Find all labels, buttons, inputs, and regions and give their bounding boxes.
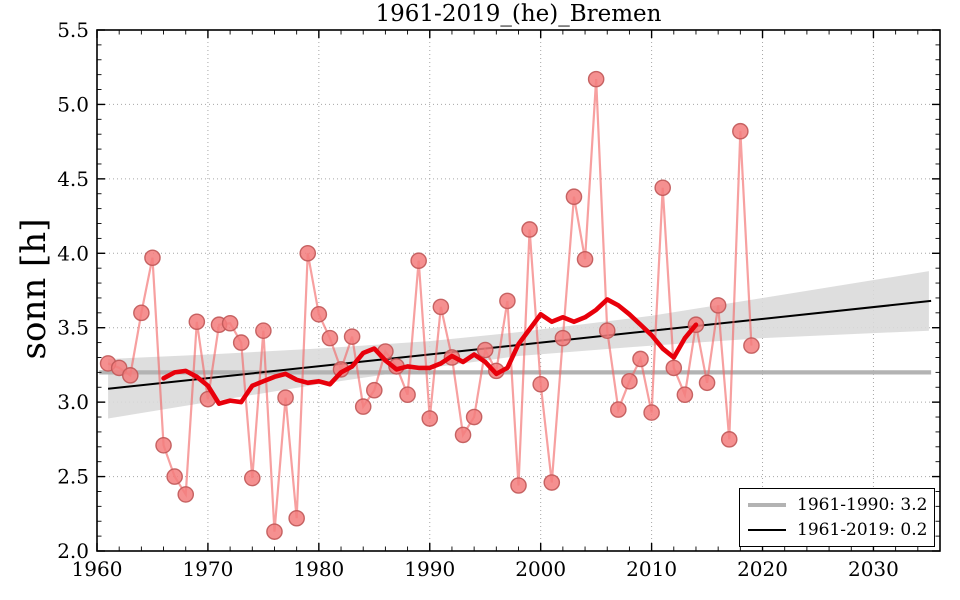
data-point-marker	[698, 374, 716, 392]
y-tick-label: 3.0	[57, 390, 89, 414]
data-point-marker	[543, 474, 561, 491]
y-tick-label: 5.5	[57, 18, 89, 42]
data-point-marker	[654, 179, 671, 197]
legend-entry-trend: 1961-2019: 0.2	[748, 517, 928, 542]
data-point-marker	[221, 314, 239, 332]
x-tick-label: 1970	[182, 557, 233, 581]
data-point-marker	[532, 375, 549, 393]
data-point-marker	[476, 341, 494, 359]
data-point-marker	[299, 244, 317, 262]
trend-line-swatch	[748, 528, 786, 531]
data-point-marker	[343, 328, 361, 345]
data-point-marker	[133, 304, 150, 322]
data-point-marker	[576, 250, 594, 268]
legend-label-trend: 1961-2019: 0.2	[797, 519, 928, 540]
smoothed-line	[161, 297, 699, 406]
data-point-marker	[454, 426, 472, 444]
chart-title: 1961-2019_(he)_Bremen	[375, 1, 662, 27]
legend-box: 1961-1990: 3.2 1961-2019: 0.2	[739, 488, 935, 547]
legend-entry-mean: 1961-1990: 3.2	[748, 492, 928, 517]
x-tick-label: 2020	[737, 557, 788, 581]
data-point-marker	[643, 404, 660, 421]
data-point-marker	[587, 70, 605, 88]
data-point-marker	[366, 381, 383, 399]
data-point-marker	[499, 292, 516, 310]
data-point-marker	[188, 313, 206, 331]
x-tick-label: 1960	[72, 557, 123, 581]
legend-label-mean: 1961-1990: 3.2	[797, 494, 928, 515]
x-tick-label: 1990	[404, 557, 455, 581]
data-point-marker	[321, 329, 339, 347]
x-tick-label: 2010	[626, 557, 677, 581]
y-tick-label: 2.0	[57, 539, 89, 563]
data-point-marker	[121, 367, 139, 384]
data-point-marker	[720, 431, 738, 448]
data-point-marker	[598, 322, 616, 339]
data-point-marker	[565, 188, 583, 206]
data-point-marker	[465, 408, 483, 426]
data-point-marker	[354, 398, 372, 415]
data-point-marker	[632, 350, 649, 368]
data-point-marker	[732, 122, 749, 140]
y-tick-label: 3.5	[57, 316, 89, 340]
y-tick-label: 5.0	[57, 92, 89, 116]
data-point-marker	[621, 373, 638, 390]
data-point-marker	[243, 469, 261, 487]
mean-line-swatch	[748, 502, 786, 507]
data-point-marker	[743, 337, 760, 354]
data-point-marker	[177, 486, 195, 503]
data-point-marker	[521, 221, 538, 238]
x-tick-label: 1980	[293, 557, 344, 581]
data-point-marker	[266, 523, 283, 540]
y-axis-label: sonn [h]	[14, 218, 54, 360]
y-tick-label: 4.5	[57, 167, 89, 191]
data-point-marker	[232, 334, 250, 351]
data-point-marker	[510, 477, 527, 494]
annual-series-line	[107, 79, 753, 532]
data-point-marker	[144, 249, 161, 267]
data-point-marker	[665, 359, 683, 377]
data-point-marker	[709, 297, 727, 314]
data-point-marker	[166, 468, 183, 485]
data-point-marker	[432, 298, 450, 316]
data-point-marker	[610, 401, 627, 418]
data-point-marker	[410, 252, 427, 270]
data-point-marker	[676, 386, 694, 404]
x-tick-label: 2030	[848, 557, 899, 581]
data-point-marker	[288, 509, 305, 527]
y-tick-label: 4.0	[57, 241, 89, 265]
x-tick-label: 2000	[515, 557, 566, 581]
data-point-marker	[399, 386, 416, 404]
data-point-marker	[155, 437, 172, 454]
data-point-marker	[255, 322, 272, 339]
y-tick-label: 2.5	[57, 465, 89, 489]
data-point-marker	[554, 329, 572, 347]
data-point-marker	[277, 389, 294, 406]
data-point-marker	[421, 410, 439, 427]
data-point-marker	[310, 306, 328, 323]
